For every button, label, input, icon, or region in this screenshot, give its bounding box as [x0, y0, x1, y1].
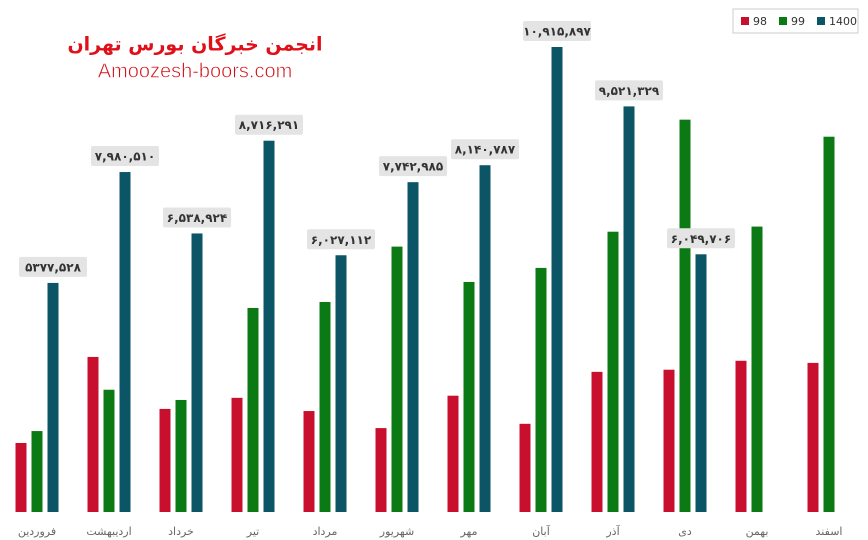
- x-tick-label: خرداد: [168, 525, 194, 538]
- legend-label: 99: [791, 15, 805, 28]
- bar: [535, 267, 547, 512]
- value-label-box: [307, 229, 375, 250]
- x-tick-label: بهمن: [746, 525, 769, 538]
- x-tick-label: اسفند: [816, 525, 843, 538]
- bar: [103, 389, 115, 512]
- value-label-box: [163, 207, 231, 228]
- bar: [623, 106, 635, 512]
- watermark-url: Amoozesh-boors.com: [98, 60, 293, 82]
- bar: [87, 356, 99, 512]
- bar: [591, 371, 603, 512]
- x-tick-label: آبان: [532, 524, 550, 538]
- x-tick-label: دی: [678, 525, 692, 538]
- value-label-box: [19, 256, 87, 277]
- bar: [735, 360, 747, 512]
- legend-swatch: [817, 17, 825, 25]
- bar: [247, 307, 259, 512]
- value-label-box: [667, 228, 735, 249]
- bar: [807, 362, 819, 512]
- value-label: ۸,۱۴۰,۷۸۷: [455, 143, 516, 157]
- bar: [375, 428, 387, 512]
- bar: [479, 165, 491, 512]
- x-tick-label: شهریور: [379, 525, 414, 538]
- bar: [31, 431, 43, 512]
- value-label: ۶,۵۳۸,۹۲۴: [167, 211, 227, 225]
- legend-label: 98: [753, 15, 767, 28]
- legend-label: 1400: [829, 15, 857, 28]
- bar: [47, 282, 59, 512]
- bar: [335, 255, 347, 513]
- legend-box: [732, 8, 859, 34]
- bar: [663, 369, 675, 512]
- bar: [231, 397, 243, 512]
- bar: [263, 140, 275, 512]
- bar: [407, 182, 419, 512]
- value-label-box: [379, 156, 447, 177]
- value-label-box: [235, 114, 303, 135]
- value-label-box: [523, 21, 591, 41]
- bar: [679, 119, 691, 513]
- value-label: ۶,۰۴۹,۷۰۶: [671, 232, 731, 246]
- x-tick-label: اردیبهشت: [86, 525, 131, 538]
- x-tick-label: فروردین: [18, 525, 56, 538]
- value-label-box: [451, 139, 519, 160]
- value-label: ۹,۵۲۱,۳۲۹: [599, 84, 660, 98]
- bar: [391, 246, 403, 512]
- bar: [191, 233, 203, 512]
- x-tick-label: مهر: [459, 525, 477, 538]
- bar: [551, 47, 563, 512]
- bar: [695, 254, 707, 513]
- x-tick-label: مرداد: [313, 525, 338, 538]
- bar: [175, 399, 187, 512]
- bar: [303, 411, 315, 512]
- bar: [159, 408, 171, 512]
- value-label: ۷,۷۴۲,۹۸۵: [383, 160, 443, 174]
- value-label: ۶,۰۲۷,۱۱۲: [311, 233, 372, 247]
- x-tick-label: آذر: [605, 524, 620, 538]
- bar: [751, 226, 763, 512]
- legend-swatch: [741, 17, 749, 25]
- value-label: ۵۳۷۷,۵۲۸: [25, 260, 82, 274]
- legend-swatch: [779, 17, 787, 25]
- value-label: ۱۰,۹۱۵,۸۹۷: [523, 25, 591, 39]
- bar: [15, 442, 27, 512]
- bar: [823, 136, 835, 512]
- value-label: ۷,۹۸۰,۵۱۰: [95, 150, 155, 164]
- bar: [519, 423, 531, 512]
- bar: [463, 281, 475, 512]
- bar: [607, 231, 619, 512]
- x-tick-label: تیر: [246, 525, 259, 538]
- bar: [319, 301, 331, 512]
- value-label-box: [595, 80, 663, 101]
- bar: [447, 395, 459, 512]
- value-label: ۸,۷۱۶,۲۹۱: [239, 118, 299, 132]
- bar: [119, 172, 131, 513]
- value-label-box: [91, 146, 159, 167]
- watermark-title: انجمن خبرگان بورس تهران: [67, 33, 322, 56]
